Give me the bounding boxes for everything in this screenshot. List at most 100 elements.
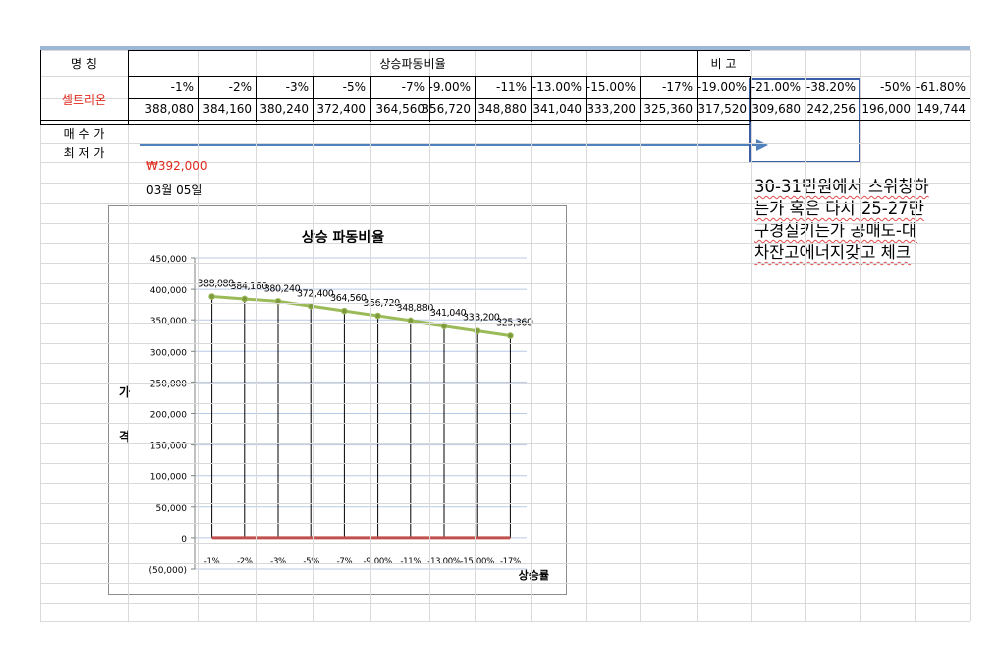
table-border	[198, 76, 199, 122]
col-gridline	[805, 50, 806, 621]
price-cell: 325,360	[643, 102, 693, 116]
col-gridline	[805, 76, 806, 122]
x-tick-label: -2%	[237, 557, 253, 567]
table-border	[475, 76, 476, 122]
x-tick-label: -7%	[337, 557, 353, 567]
col-gridline	[970, 50, 971, 621]
table-border	[128, 76, 750, 77]
row-gridline	[40, 543, 970, 544]
percent-cell: -50%	[879, 80, 911, 94]
low-price-value: ₩392,000	[146, 159, 208, 173]
y-tick-label: 300,000	[150, 348, 187, 358]
data-point	[507, 332, 514, 339]
percent-cell: -11%	[495, 80, 527, 94]
y-tick-label: 450,000	[150, 255, 187, 265]
data-point	[341, 307, 348, 315]
y-tick-label: 350,000	[150, 317, 187, 327]
x-tick-label: -11%	[400, 557, 421, 567]
percent-cell: -19.00%	[696, 80, 747, 94]
y-tick-label: (50,000)	[148, 566, 187, 576]
price-cell: 364,560	[375, 102, 425, 116]
col-gridline	[40, 50, 41, 621]
arrow-head-icon	[756, 139, 768, 151]
y-tick-label: 250,000	[150, 379, 187, 389]
data-label: 388,080	[197, 279, 234, 290]
table-border	[640, 76, 641, 122]
col-gridline	[128, 50, 129, 621]
col-gridline	[640, 50, 641, 621]
percent-cell: -21.00%	[750, 80, 801, 94]
percent-cell: -7%	[401, 80, 425, 94]
data-label: 333,200	[463, 313, 500, 324]
price-cell: 348,880	[477, 102, 527, 116]
row-gridline	[40, 223, 970, 224]
table-border	[128, 98, 750, 99]
col-gridline	[751, 50, 752, 621]
y-axis-label-1: 가	[119, 384, 130, 399]
ratio-header-cell: 상승파동비율	[379, 56, 446, 71]
row-gridline	[40, 383, 970, 384]
x-axis-label: 상승률	[519, 568, 549, 582]
col-gridline	[915, 76, 916, 122]
data-label: 380,240	[264, 283, 301, 294]
x-tick-label: -3%	[270, 557, 286, 567]
col-gridline	[256, 50, 257, 621]
data-point	[440, 322, 448, 330]
note-line: 구경실키는가 공매도-대	[754, 221, 917, 240]
price-cell: 384,160	[202, 102, 252, 116]
price-cell: 309,680	[751, 102, 801, 116]
percent-cell: -15.00%	[585, 80, 636, 94]
row-gridline	[40, 423, 970, 424]
row-gridline	[40, 503, 970, 504]
line-chart: 상승 파동비율 가 격 상승률 450,000 400,000 350,000 300…	[119, 229, 549, 582]
row-gridline	[40, 603, 970, 604]
note-line: 는가 혹은 다시 25-27만	[754, 199, 924, 218]
price-cell: 317,520	[697, 102, 747, 116]
sheet-top-border	[40, 46, 970, 50]
y-tick-label: 100,000	[150, 473, 187, 483]
row-gridline	[40, 203, 970, 204]
row-gridline	[40, 403, 970, 404]
price-cell: 388,080	[144, 102, 194, 116]
table-border	[128, 50, 129, 124]
row-gridline	[40, 443, 970, 444]
buy-price-label: 매 수 가	[63, 127, 105, 141]
y-tick-label: 50,000	[156, 504, 188, 514]
price-cell: 380,240	[259, 102, 309, 116]
price-cell: 333,200	[586, 102, 636, 116]
data-label: 372,400	[297, 288, 334, 299]
x-tick-label: -1%	[204, 557, 220, 567]
col-gridline	[475, 50, 476, 621]
price-cell: 196,000	[861, 102, 911, 116]
percent-cell: -61.80%	[915, 80, 966, 94]
col-gridline	[860, 76, 861, 122]
col-gridline	[198, 50, 199, 621]
col-gridline	[429, 50, 430, 621]
low-price-label: 최 저 가	[63, 146, 105, 160]
x-tick-label: -13.00%	[427, 557, 461, 567]
y-axis-label-2: 격	[119, 429, 130, 444]
table-border	[370, 76, 371, 122]
data-label: 364,560	[330, 293, 367, 304]
price-cell: 356,720	[421, 102, 471, 116]
row-gridline	[40, 162, 970, 163]
table-border	[531, 76, 532, 122]
table-border	[750, 98, 970, 99]
row-gridline	[40, 283, 970, 284]
table-border	[40, 120, 750, 121]
table-border	[697, 76, 698, 122]
col-gridline	[860, 50, 861, 621]
x-tick-label: -5%	[303, 557, 319, 567]
annotation-note: 30-31만원에서 스위칭하 는가 혹은 다시 25-27만 구경실키는가 공매…	[754, 176, 984, 264]
row-gridline	[40, 343, 970, 344]
table-border	[750, 76, 751, 122]
row-gridline	[40, 463, 970, 464]
table-border	[128, 50, 750, 51]
x-tick-label: -9.00%	[363, 557, 391, 567]
name-header-cell: 명 칭	[71, 56, 97, 71]
percent-cell: -1%	[170, 80, 194, 94]
chart-container[interactable]: 상승 파동비율 가 격 상승률 450,000 400,000 350,000 300…	[108, 205, 567, 595]
price-cell: 242,256	[806, 102, 856, 116]
x-tick-label: -17%	[500, 557, 521, 567]
table-border	[697, 50, 698, 76]
